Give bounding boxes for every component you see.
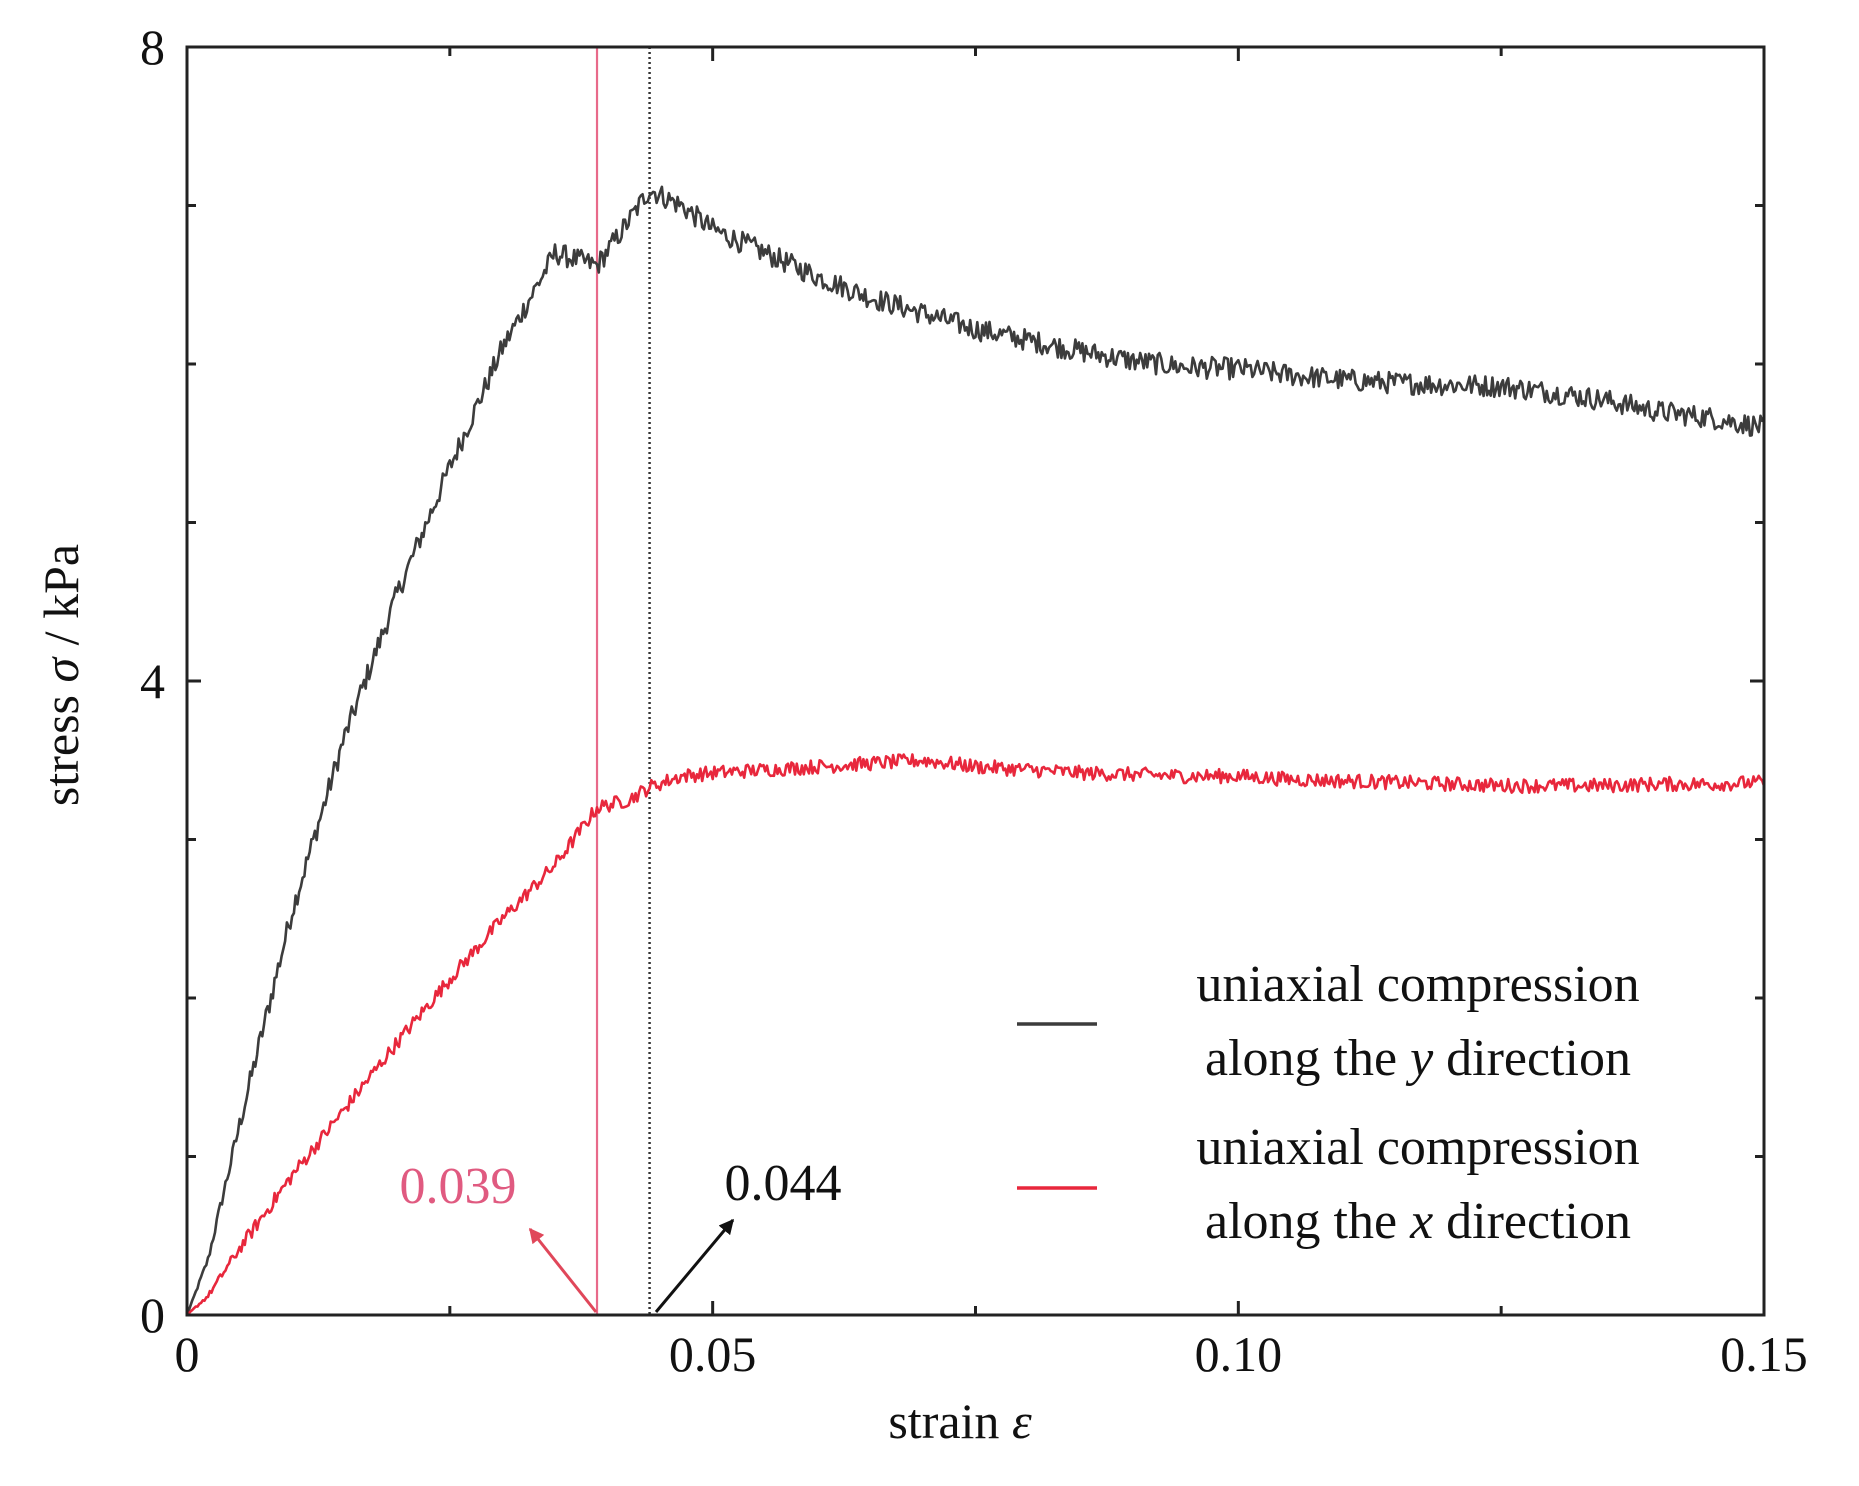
axis-ticks [185, 45, 1766, 1317]
series-line-y-direction [185, 185, 1766, 1316]
series-line-x-direction [186, 753, 1766, 1316]
legend-label-y-line2: along the y direction [1205, 1030, 1631, 1087]
x-axis-title: strain ε [888, 1393, 1032, 1449]
annotation-0044-label: 0.044 [725, 1155, 842, 1212]
annotation-0039-arrow [528, 1227, 598, 1313]
y-tick-label: 8 [140, 19, 165, 75]
y-tick-label: 4 [140, 653, 165, 709]
annotation-0039-label: 0.039 [400, 1158, 517, 1215]
tick-labels: 0 0.05 0.10 0.15 0 4 8 [140, 19, 1808, 1382]
legend: uniaxial compression along the y directi… [1017, 956, 1640, 1250]
x-tick-label: 0.05 [669, 1326, 757, 1382]
x-tick-label: 0.15 [1720, 1326, 1808, 1382]
annotation-0044-arrow [654, 1218, 735, 1313]
x-tick-label: 0 [175, 1326, 200, 1382]
reference-vlines [595, 47, 651, 1315]
legend-label-y-line1: uniaxial compression [1196, 956, 1639, 1013]
annotations: 0.039 0.044 [400, 1155, 842, 1313]
x-tick-label: 0.10 [1195, 1326, 1283, 1382]
legend-label-x-line1: uniaxial compression [1196, 1119, 1639, 1176]
y-tick-label: 0 [140, 1287, 165, 1343]
data-series [185, 185, 1766, 1316]
y-axis-title: stress σ / kPa [33, 544, 89, 806]
legend-label-x-line2: along the x direction [1205, 1193, 1631, 1250]
